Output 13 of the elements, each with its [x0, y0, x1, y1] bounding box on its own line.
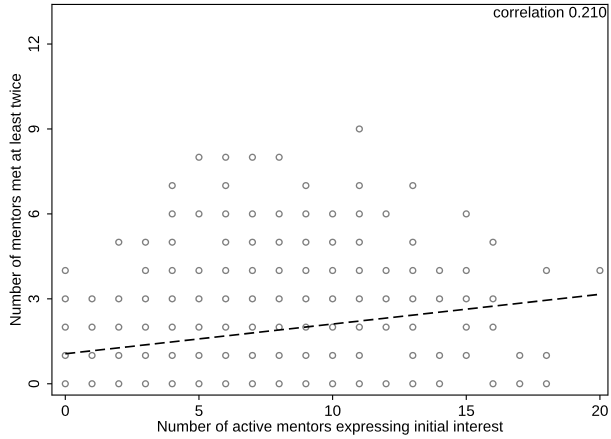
- x-tick-label: 20: [592, 405, 608, 416]
- y-tick-label: 3: [28, 295, 40, 303]
- y-tick-label: 9: [28, 125, 40, 132]
- x-tick-label: 15: [458, 405, 474, 416]
- x-tick-label: 10: [325, 405, 341, 416]
- y-tick-label: 12: [28, 36, 40, 52]
- x-tick-label: 5: [195, 405, 203, 416]
- y-tick-label: 0: [28, 380, 40, 388]
- x-axis-title: Number of active mentors expressing initial interest: [158, 420, 504, 435]
- x-tick-label: 0: [62, 405, 69, 416]
- y-tick-label: 6: [28, 210, 40, 218]
- annotation: correlation 0.210: [494, 6, 606, 18]
- y-axis-title: Number of mentors met at least twice: [10, 74, 21, 325]
